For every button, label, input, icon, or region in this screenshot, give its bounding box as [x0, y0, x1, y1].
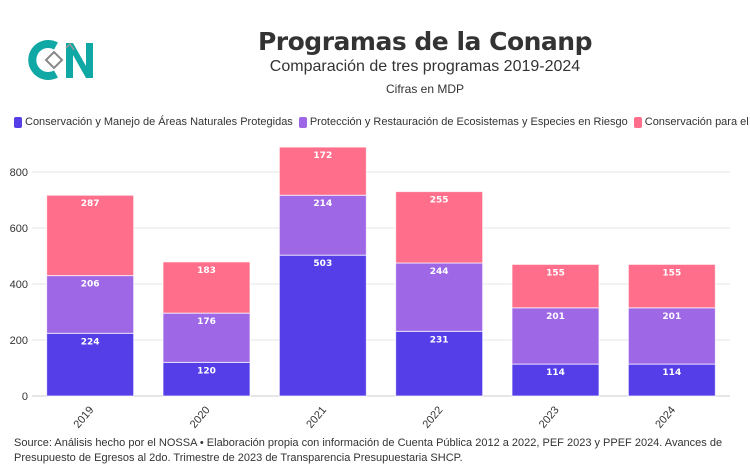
legend-swatch [298, 116, 307, 128]
data-label: 201 [546, 312, 565, 322]
legend-swatch [14, 116, 22, 128]
bar-segment [46, 275, 135, 334]
y-tick-label: 200 [10, 335, 28, 347]
bar-segment [511, 363, 600, 397]
bar-segment [395, 330, 484, 397]
x-tick-label: 2021 [304, 404, 329, 430]
bar-segment [46, 194, 135, 277]
source-note: Source: Análisis hecho por el NOSSA • El… [14, 437, 723, 464]
chart-subtitle: Comparación de tres programas 2019-2024 [269, 58, 581, 75]
data-label: 231 [430, 335, 449, 345]
bar-segment [395, 191, 484, 264]
data-label: 120 [197, 366, 216, 376]
data-label: 155 [662, 268, 681, 278]
y-tick-label: 800 [10, 167, 28, 179]
x-tick-label: 2024 [653, 404, 678, 430]
legend: Conservación y Manejo de Áreas Naturales… [14, 116, 750, 128]
legend-item[interactable]: Conservación y Manejo de Áreas Naturales… [14, 116, 293, 128]
legend-label: Conservación y Manejo de Áreas Naturales… [25, 116, 293, 128]
y-tick-label: 0 [22, 391, 28, 403]
legend-item[interactable]: Protección y Restauración de Ecosistemas… [298, 116, 628, 128]
y-tick-label: 400 [10, 279, 28, 291]
bar-segment [511, 263, 600, 309]
data-label: 255 [430, 196, 449, 206]
legend-label: Conservación para el Desarrollo Sostenib… [644, 116, 750, 128]
y-tick-label: 600 [10, 223, 28, 235]
bar-segment [46, 332, 135, 397]
data-label: 503 [313, 259, 332, 269]
bar-segment [627, 307, 716, 365]
data-label: 214 [313, 199, 332, 209]
data-label: 114 [546, 368, 565, 378]
data-label: 201 [662, 312, 681, 322]
bar-segment [162, 312, 251, 363]
bar-segment [278, 194, 367, 256]
chart-title: Programas de la Conanp [257, 27, 593, 56]
data-label: 206 [81, 280, 100, 290]
data-label: 176 [197, 317, 216, 327]
x-tick-label: 2019 [72, 404, 97, 430]
data-label: 155 [546, 268, 565, 278]
data-label: 172 [313, 151, 332, 161]
bar-segment [627, 263, 716, 309]
chart-unit-note: Cifras en MDP [385, 82, 465, 96]
data-label: 114 [662, 368, 681, 378]
bar-segment [278, 254, 367, 397]
data-label: 287 [81, 199, 100, 209]
x-tick-label: 2023 [537, 404, 562, 430]
bar-segment [511, 307, 600, 365]
legend-item[interactable]: Conservación para el Desarrollo Sostenib… [633, 116, 750, 128]
bar-segment [162, 261, 251, 314]
legend-label: Protección y Restauración de Ecosistemas… [309, 116, 628, 128]
x-tick-label: 2022 [421, 404, 446, 430]
bar-segment [627, 363, 716, 397]
conanp-logo [28, 40, 93, 80]
bar-segment [278, 146, 367, 196]
bar-segment [395, 262, 484, 332]
data-label: 183 [197, 266, 216, 276]
data-label: 244 [430, 267, 449, 277]
legend-swatch [633, 116, 642, 128]
x-tick-label: 2020 [188, 404, 213, 430]
data-label: 224 [81, 337, 100, 347]
